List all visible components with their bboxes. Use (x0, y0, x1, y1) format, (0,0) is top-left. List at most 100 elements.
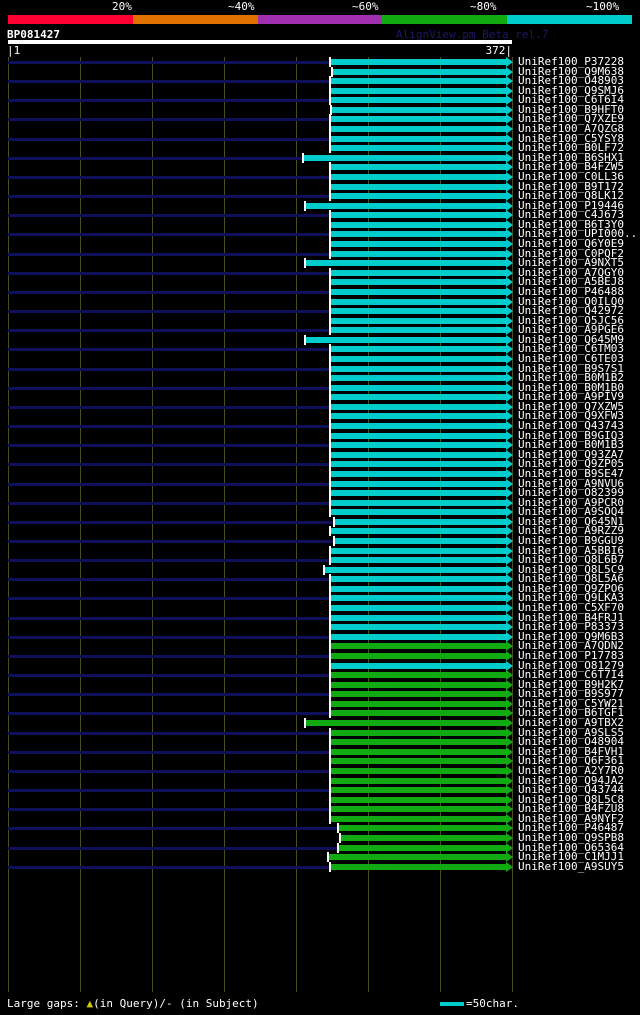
hit-label[interactable]: UniRef100_Q5JC56 (518, 313, 624, 327)
hsp-bar[interactable] (329, 191, 513, 202)
hit-label[interactable]: UniRef100_Q93ZA7 (518, 447, 624, 461)
hit-row[interactable]: UniRef100_C6T6I4 (0, 94, 640, 106)
hit-label[interactable]: UniRef100_A9SUY5 (518, 859, 624, 873)
hit-label[interactable]: UniRef100_P37228 (518, 57, 624, 68)
hsp-bar[interactable] (327, 852, 513, 863)
hit-label[interactable]: UniRef100_A9SOQ4 (518, 505, 624, 519)
hit-row[interactable]: UniRef100_C4J673 (0, 208, 640, 222)
hsp-bar[interactable] (329, 85, 513, 96)
hit-row[interactable]: UniRef100_A5BEJ8 (0, 276, 640, 288)
hit-row[interactable]: UniRef100_A9PIV9 (0, 391, 640, 403)
hit-label[interactable]: UniRef100_B0M1B0 (518, 380, 624, 394)
hit-label[interactable]: UniRef100_A9NYF2 (518, 811, 624, 825)
hsp-bar[interactable] (329, 507, 513, 518)
hsp-bar[interactable] (329, 114, 513, 125)
hsp-bar[interactable] (329, 124, 513, 135)
hit-row[interactable]: UniRef100_O65364 (0, 840, 640, 854)
hit-row[interactable]: UniRef100_B0M1B2 (0, 372, 640, 384)
hit-row[interactable]: UniRef100_Q7XZE9 (0, 113, 640, 125)
hit-label[interactable]: UniRef100_Q8L6B7 (518, 553, 624, 567)
hsp-bar[interactable] (329, 76, 513, 87)
hsp-bar[interactable] (329, 421, 513, 432)
hsp-bar[interactable] (329, 315, 513, 326)
hit-row[interactable]: UniRef100_Q9ZP05 (0, 458, 640, 470)
hit-row[interactable]: UniRef100_B9S977 (0, 687, 640, 701)
hit-row[interactable]: UniRef100_B4FRJ1 (0, 612, 640, 623)
hit-row[interactable]: UniRef100_P46487 (0, 821, 640, 835)
hsp-bar[interactable] (302, 152, 513, 163)
hit-row[interactable]: UniRef100_A9RZZ9 (0, 525, 640, 537)
hsp-bar[interactable] (304, 718, 513, 729)
hit-row[interactable]: UniRef100_A5BBI6 (0, 545, 640, 556)
hit-label[interactable]: UniRef100_P46488 (518, 284, 624, 298)
hit-row[interactable]: UniRef100_UPI000.. (0, 228, 640, 240)
hsp-bar[interactable] (329, 593, 513, 604)
hit-label[interactable]: UniRef100_O65364 (518, 840, 624, 854)
hsp-bar[interactable] (329, 430, 513, 441)
hit-label[interactable]: UniRef100_P46487 (518, 821, 624, 835)
hit-label[interactable]: UniRef100_Q8LK12 (518, 189, 624, 203)
hsp-bar[interactable] (304, 258, 513, 269)
hsp-bar[interactable] (329, 708, 513, 719)
hit-row[interactable]: UniRef100_B4FZW5 (0, 161, 640, 173)
hit-row[interactable]: UniRef100_Q9SPB8 (0, 832, 640, 843)
hsp-bar[interactable] (329, 545, 513, 556)
hit-row[interactable]: UniRef100_Q94JA2 (0, 773, 640, 787)
hit-row[interactable]: UniRef100_B9T172 (0, 179, 640, 193)
hit-label[interactable]: UniRef100_C6T7I4 (518, 668, 624, 682)
hit-row[interactable]: UniRef100_Q8L5C9 (0, 564, 640, 575)
hit-label[interactable]: UniRef100_B6T3Y0 (518, 217, 624, 231)
hsp-bar[interactable] (329, 459, 513, 470)
hit-label[interactable]: UniRef100_B0M1B3 (518, 438, 624, 452)
hit-label[interactable]: UniRef100_Q9LKA3 (518, 591, 624, 605)
hit-label[interactable]: UniRef100_C4J673 (518, 208, 624, 222)
hit-label[interactable]: UniRef100_Q645M9 (518, 332, 624, 346)
hit-label[interactable]: UniRef100_A2Y7R0 (518, 763, 624, 777)
hit-row[interactable]: UniRef100_A9NVU6 (0, 478, 640, 489)
hit-label[interactable]: UniRef100_A7QGY0 (518, 265, 624, 279)
hsp-bar[interactable] (329, 670, 513, 681)
hsp-bar[interactable] (329, 363, 513, 374)
hit-label[interactable]: UniRef100_B9S977 (518, 687, 624, 701)
hit-row[interactable]: UniRef100_A9PGE6 (0, 323, 640, 337)
hit-label[interactable]: UniRef100_B6TGF1 (518, 706, 624, 720)
hit-label[interactable]: UniRef100_Q43744 (518, 783, 624, 797)
hit-label[interactable]: UniRef100_O48904 (518, 735, 624, 749)
hit-label[interactable]: UniRef100_A9PGE6 (518, 323, 624, 337)
hit-label[interactable]: UniRef100_Q8L5C8 (518, 792, 624, 806)
hsp-bar[interactable] (329, 133, 513, 144)
hit-row[interactable]: UniRef100_B4FVH1 (0, 746, 640, 757)
hsp-bar[interactable] (329, 162, 513, 173)
hit-label[interactable]: UniRef100_Q94JA2 (518, 773, 624, 787)
hit-row[interactable]: UniRef100_A9PCR0 (0, 497, 640, 508)
hit-row[interactable]: UniRef100_P17783 (0, 650, 640, 661)
hit-row[interactable]: UniRef100_Q8L6B7 (0, 553, 640, 567)
hit-row[interactable]: UniRef100_O81279 (0, 660, 640, 671)
hsp-bar[interactable] (329, 622, 513, 633)
hit-label[interactable]: UniRef100_P83373 (518, 620, 624, 634)
hsp-bar[interactable] (329, 679, 513, 690)
hit-row[interactable]: UniRef100_P46488 (0, 284, 640, 298)
hit-row[interactable]: UniRef100_B0M1B3 (0, 438, 640, 452)
hsp-bar[interactable] (329, 143, 513, 154)
hit-row[interactable]: UniRef100_B9GIQ3 (0, 428, 640, 442)
hit-row[interactable]: UniRef100_A9NXT5 (0, 257, 640, 269)
hsp-bar[interactable] (329, 612, 513, 623)
hit-row[interactable]: UniRef100_Q8LK12 (0, 189, 640, 203)
hsp-bar[interactable] (329, 861, 513, 872)
hit-label[interactable]: UniRef100_B9H2K7 (518, 677, 624, 691)
hit-label[interactable]: UniRef100_B9GIQ3 (518, 428, 624, 442)
hsp-bar[interactable] (329, 401, 513, 412)
hsp-bar[interactable] (329, 583, 513, 594)
hit-label[interactable]: UniRef100_Q8L5A6 (518, 572, 624, 586)
hit-label[interactable]: UniRef100_C5YW21 (518, 696, 624, 710)
hit-label[interactable]: UniRef100_Q645N1 (518, 514, 624, 528)
hit-row[interactable]: UniRef100_A9SLS5 (0, 727, 640, 738)
hit-row[interactable]: UniRef100_A2Y7R0 (0, 763, 640, 777)
hit-label[interactable]: UniRef100_B9HFT0 (518, 102, 624, 116)
hit-row[interactable]: UniRef100_Q43743 (0, 420, 640, 432)
hit-label[interactable]: UniRef100_B9S7S1 (518, 361, 624, 375)
hit-label[interactable]: UniRef100_B9T172 (518, 179, 624, 193)
hsp-bar[interactable] (329, 373, 513, 384)
hsp-bar[interactable] (329, 277, 513, 288)
